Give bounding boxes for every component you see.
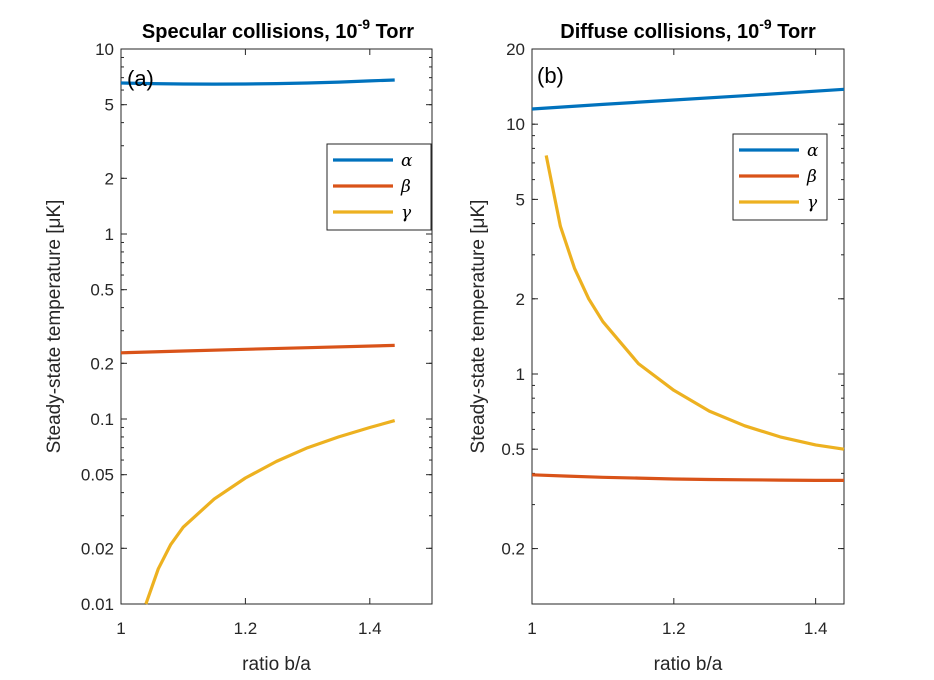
x-axis-label: ratio b/a [654, 654, 723, 675]
y-tick-label: 5 [516, 190, 525, 209]
chart-panel-1: 0.01 0.02 0.05 0.1 0.2 0.5 1 2 5 10 1 1.2 1.4 Specula… [44, 16, 433, 675]
y-tick-label: 0.02 [81, 539, 114, 558]
chart-panel-2: 0.2 0.5 1 2 5 10 20 1 1.2 1.4 Diffuse collisions, … [468, 16, 845, 675]
title-main: Diffuse collisions, 10 [560, 21, 759, 43]
legend-label: γ [807, 193, 818, 213]
legend: αβγ [732, 133, 828, 221]
x-tick-label: 1 [527, 619, 536, 638]
plot-area [531, 48, 845, 605]
legend-label: γ [401, 203, 412, 223]
series-line-alpha [120, 78, 395, 86]
legend: αβγ [326, 143, 432, 231]
y-tick-label: 10 [506, 115, 525, 134]
series-line-gamma [544, 155, 845, 451]
y-tick-label: 0.2 [501, 540, 525, 559]
title-main: Specular collisions, 10 [142, 21, 358, 43]
x-tick-label: 1.4 [804, 619, 828, 638]
x-axis-label: ratio b/a [242, 654, 311, 675]
y-axis-label: Steady-state temperature [μK] [468, 200, 489, 454]
x-tick-label: 1.4 [358, 619, 382, 638]
y-tick-label: 5 [105, 96, 114, 115]
title-tail: Torr [772, 21, 816, 43]
title-exponent: -9 [358, 16, 371, 32]
y-tick-label: 0.2 [90, 354, 114, 373]
title-exponent: -9 [759, 16, 772, 32]
chart-title: Diffuse collisions, 10-9 Torr [560, 16, 816, 43]
y-tick-label: 1 [516, 365, 525, 384]
y-tick-label: 2 [516, 290, 525, 309]
x-tick-label: 1.2 [234, 619, 258, 638]
y-tick-label: 0.01 [81, 595, 114, 614]
series-line-alpha [531, 87, 845, 111]
panel-label: (b) [537, 63, 564, 88]
plot-area [120, 48, 433, 605]
chart-title: Specular collisions, 10-9 Torr [142, 16, 414, 43]
y-tick-label: 0.5 [90, 281, 114, 300]
y-tick-label: 1 [105, 225, 114, 244]
y-tick-label: 2 [105, 169, 114, 188]
x-tick-label: 1.2 [662, 619, 686, 638]
y-tick-label: 0.5 [501, 440, 525, 459]
series-line-beta [531, 473, 844, 482]
y-tick-label: 20 [506, 40, 525, 59]
legend-label: α [401, 151, 413, 171]
series-line-gamma [144, 419, 396, 605]
y-axis-label: Steady-state temperature [μK] [44, 200, 65, 454]
y-tick-label: 0.1 [90, 410, 114, 429]
legend-label: β [400, 177, 411, 197]
legend-label: α [807, 141, 819, 161]
series-line-beta [120, 343, 395, 355]
legend-label: β [806, 167, 817, 187]
panel-label: (a) [127, 66, 154, 91]
x-tick-label: 1 [116, 619, 125, 638]
title-tail: Torr [370, 21, 414, 43]
y-tick-label: 0.05 [81, 466, 114, 485]
y-tick-label: 10 [95, 40, 114, 59]
